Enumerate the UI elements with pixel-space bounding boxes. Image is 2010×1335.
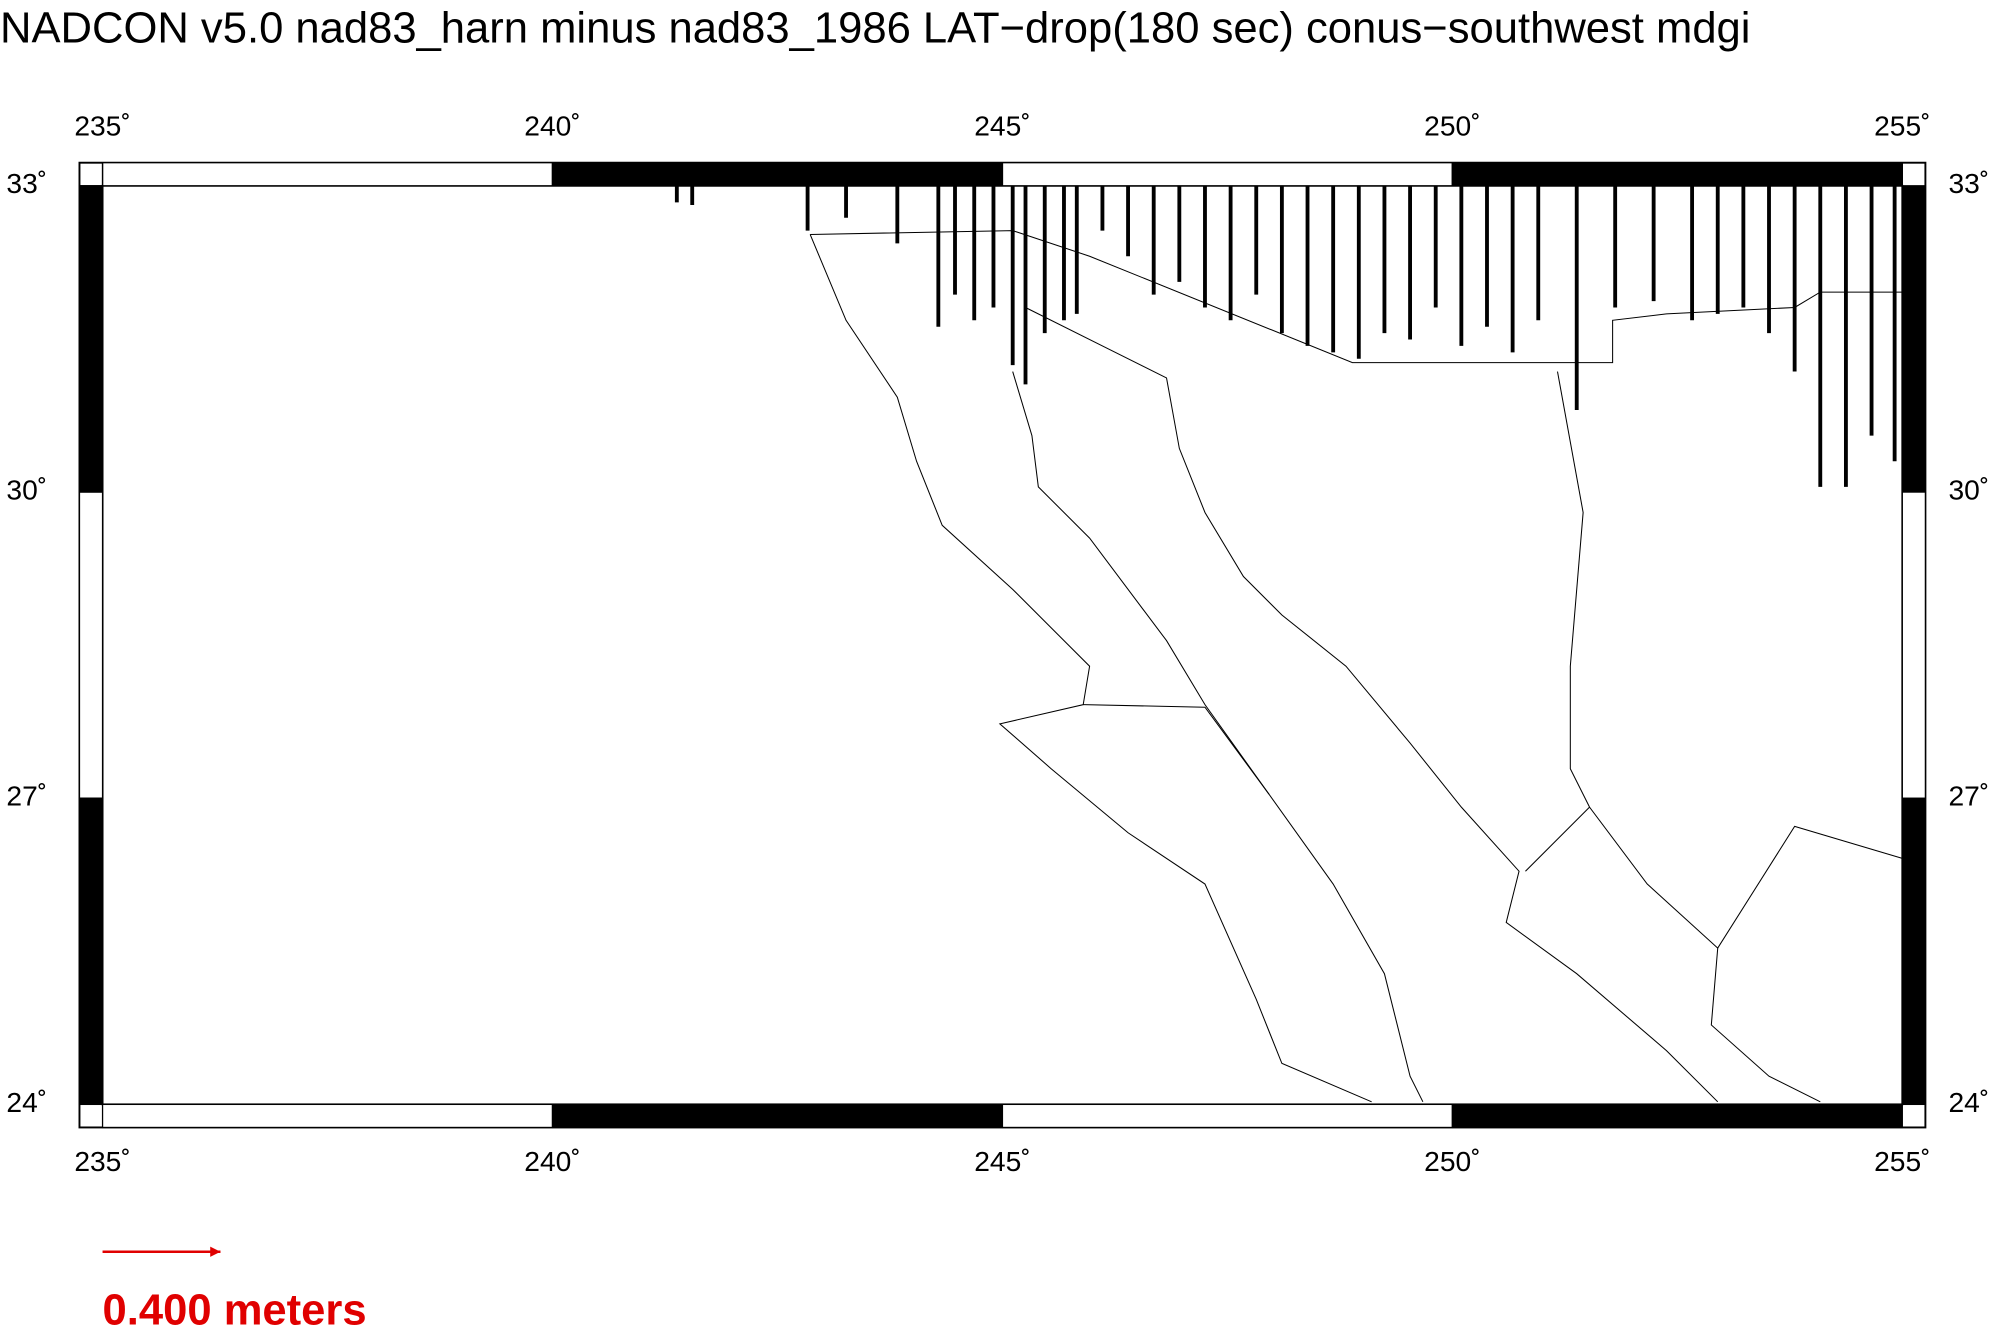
x-tick-label: 255˚ xyxy=(1874,1145,1930,1177)
frame-outline xyxy=(78,161,1927,1129)
x-tick-label: 245˚ xyxy=(974,110,1030,142)
frame-band xyxy=(1901,797,1927,1106)
frame-band xyxy=(78,797,104,1106)
frame-band xyxy=(1901,491,1927,799)
frame-band xyxy=(78,185,104,493)
frame-band xyxy=(551,1103,1004,1129)
y-tick-label: 24˚ xyxy=(1948,1086,1989,1118)
coastline xyxy=(1025,307,1719,1103)
border xyxy=(810,230,1903,364)
y-tick-label: 33˚ xyxy=(1948,167,1989,199)
y-tick-label: 30˚ xyxy=(1948,473,1989,505)
coastline xyxy=(809,234,1372,1103)
state-line xyxy=(1525,806,1590,872)
frame-band xyxy=(1001,162,1454,187)
x-tick-label: 255˚ xyxy=(1874,110,1930,142)
map-border xyxy=(101,184,1904,1106)
state-line xyxy=(1083,704,1270,795)
y-tick-label: 24˚ xyxy=(6,1086,47,1118)
state-line xyxy=(1710,948,1821,1103)
vector-field xyxy=(674,185,1897,487)
x-tick-label: 240˚ xyxy=(524,1145,580,1177)
frame-band xyxy=(101,162,554,187)
x-tick-label: 235˚ xyxy=(74,1145,130,1177)
y-tick-label: 27˚ xyxy=(1948,780,1989,812)
coastlines xyxy=(809,230,1903,1103)
x-tick-label: 240˚ xyxy=(524,110,580,142)
frame-band xyxy=(1901,185,1927,493)
x-tick-label: 235˚ xyxy=(74,110,130,142)
x-tick-label: 250˚ xyxy=(1424,1145,1480,1177)
frame-band xyxy=(1001,1103,1454,1129)
state-line xyxy=(1556,371,1903,949)
frame-band xyxy=(1451,1103,1903,1129)
scale-label: 0.400 meters xyxy=(103,1287,367,1335)
y-tick-label: 27˚ xyxy=(6,780,47,812)
x-tick-label: 250˚ xyxy=(1424,110,1480,142)
frame-band xyxy=(101,1103,554,1129)
frame-band xyxy=(551,162,1004,187)
map-frame: 235˚ 235˚ 240˚ 240˚ 245˚ 245˚ 250˚ 250˚ 255˚ 255˚… xyxy=(6,110,1989,1177)
frame-band xyxy=(78,491,104,799)
y-tick-label: 33˚ xyxy=(6,167,47,199)
frame-band xyxy=(1451,162,1903,187)
x-tick-label: 245˚ xyxy=(974,1145,1030,1177)
y-tick-label: 30˚ xyxy=(6,473,47,505)
map-title: NADCON v5.0 nad83_harn minus nad83_1986 … xyxy=(0,4,1750,52)
scale-arrowhead xyxy=(210,1246,221,1257)
coastline xyxy=(1012,371,1424,1103)
